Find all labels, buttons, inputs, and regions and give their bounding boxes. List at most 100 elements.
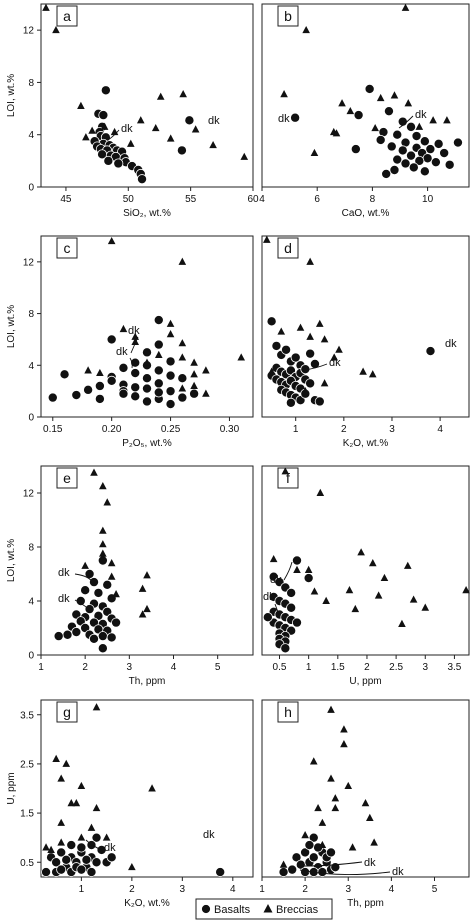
y-axis-label-c: LOI, wt.% [6,305,17,348]
y-axis-label-a: LOI, wt.% [6,74,17,117]
panel-letter-box-c [56,237,78,259]
annotation-h-0: dk [364,857,376,869]
x-tick-label-b-0: 4 [259,194,265,205]
x-tick-label-a-3: 60 [247,194,259,205]
basalt-point-c-17 [141,347,152,358]
basalt-point-c-4 [94,393,105,404]
breccia-point-g-7 [72,799,81,807]
panel-d: 1 2 3 4 K₂O, wt.% d dk dk [261,235,470,449]
panel-a: 45 50 55 60 0 4 8 12 SiO₂, wt.% LOI, wt.% a dk dk [6,3,259,219]
basalt-point-d-32 [425,346,436,357]
basalt-point-f-5 [303,573,314,584]
panel-letter-box-h [277,701,299,723]
breccia-point-f-14 [462,586,470,594]
breccia-point-a-5 [100,122,109,130]
breccia-point-c-9 [166,319,175,327]
basalt-point-c-26 [165,356,176,367]
breccia-point-c-11 [178,353,187,361]
basalt-point-d-1 [271,340,282,351]
basalt-point-b-9 [375,134,386,145]
basalt-point-a-26 [137,174,148,185]
breccia-point-c-17 [237,353,246,361]
plot-frame-b [261,3,470,188]
basalt-point-f-23 [280,643,291,654]
breccia-point-c-5 [131,337,140,346]
basalt-point-f-4 [286,587,297,598]
y-tick-label-a-1: 4 [28,130,34,141]
breccia-point-d-1 [306,257,314,265]
basalt-point-b-25 [444,159,455,170]
breccia-point-d-12 [320,379,329,387]
basalt-point-f-25 [291,617,302,628]
x-tick-label-c-0: 0.15 [43,424,63,435]
basalt-point-b-19 [406,150,417,161]
breccia-point-f-3 [293,565,301,573]
basalt-point-c-0 [47,392,58,403]
legend-basalt-marker [201,904,211,914]
breccia-point-d-6 [320,335,329,343]
plot-frame-a [40,3,254,188]
basalt-point-c-31 [177,373,188,384]
panel-letter-f: f [286,470,290,486]
x-tick-label-b-1: 6 [314,194,320,205]
breccia-point-a-13 [240,152,249,160]
breccia-point-b-8 [429,116,437,124]
breccia-point-f-8 [351,604,360,613]
x-tick-label-h-3: 4 [389,884,395,895]
basalt-point-g-9 [91,857,102,868]
x-tick-label-d-1: 2 [341,424,347,435]
breccia-point-d-2 [277,327,286,335]
x-tick-label-e-1: 2 [82,662,88,673]
annotation-leader-h-0 [304,861,363,867]
breccia-point-f-10 [380,573,389,582]
basalt-point-h-14 [308,832,319,843]
panel-letter-g: g [63,704,71,720]
basalt-point-h-4 [308,852,319,863]
x-tick-label-c-3: 0.30 [220,424,240,435]
y-tick-label-c-3: 12 [23,257,35,268]
basalt-point-e-26 [106,632,117,643]
annotation-g-1: dk [203,829,215,841]
panel-f: 0.5 1 1.5 2 2.5 3 3.5 U, ppm f dk dk [261,465,470,687]
basalt-point-c-9 [118,362,129,373]
x-tick-label-f-2: 1.5 [331,662,345,673]
breccia-point-a-0 [42,3,50,11]
basalt-point-f-9 [286,602,297,613]
breccia-point-g-6 [67,799,76,807]
annotation-leader-a-0 [107,129,120,141]
annotation-g-0: dk [104,842,116,854]
breccia-point-f-1 [316,488,325,496]
basalt-point-d-29 [285,397,296,408]
panel-letter-h: h [284,704,292,720]
annotation-leader-d-0 [304,363,328,371]
breccia-point-a-14 [82,133,90,141]
basalt-point-c-5 [94,380,105,391]
breccia-point-a-11 [191,125,200,133]
breccia-point-g-2 [62,759,71,767]
basalt-point-e-2 [89,577,100,588]
breccia-point-e-8 [138,584,147,592]
basalt-point-c-8 [106,375,117,386]
breccia-point-e-0 [90,468,98,476]
basalt-point-a-28 [176,145,187,156]
breccia-point-a-15 [126,139,135,147]
breccia-point-c-1 [178,257,187,265]
basalt-point-c-12 [118,388,129,399]
basalt-point-b-1 [364,83,375,94]
annotation-d-0: dk [329,357,341,369]
breccia-point-e-5 [99,549,107,557]
breccia-point-e-7 [143,571,151,579]
legend-basalt-label: Basalts [214,904,251,916]
basalt-point-c-19 [141,373,152,384]
annotation-leader-c-0 [130,336,139,354]
annotation-b-0: dk [415,109,427,121]
annotation-leader-g-0 [85,839,103,851]
basalt-point-b-20 [422,153,433,164]
annotation-h-1: dk [392,866,404,878]
annotation-e-1: dk [58,593,70,605]
x-tick-label-d-2: 3 [389,424,395,435]
breccia-point-b-6 [390,91,399,99]
breccia-point-e-1 [99,482,107,490]
basalt-point-g-15 [76,864,87,875]
y-tick-label-e-2: 8 [28,543,34,554]
